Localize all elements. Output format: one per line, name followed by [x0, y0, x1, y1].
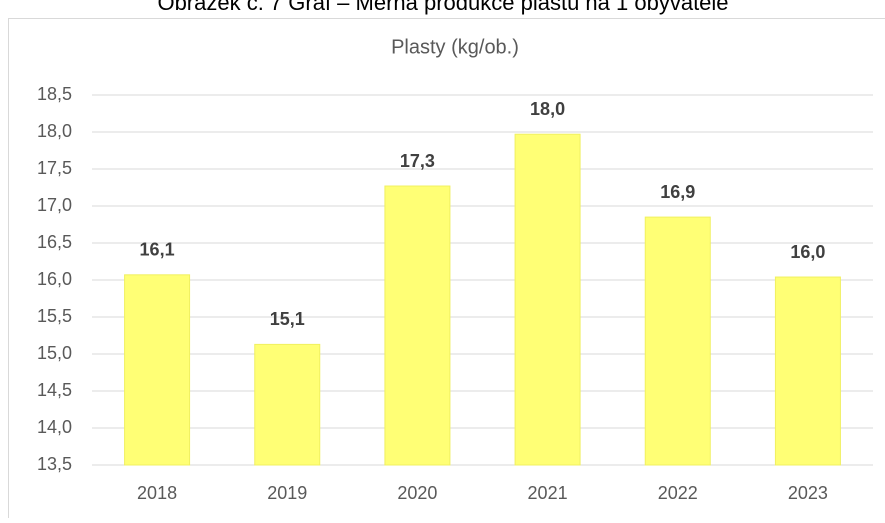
y-tick-label: 14,0 — [37, 417, 72, 437]
bar — [385, 186, 450, 465]
value-label: 16,9 — [660, 182, 695, 202]
value-label: 17,3 — [400, 151, 435, 171]
bar — [125, 275, 190, 465]
bar — [255, 344, 320, 465]
x-tick-label: 2023 — [788, 483, 828, 503]
y-tick-label: 13,5 — [37, 454, 72, 474]
x-tick-label: 2020 — [397, 483, 437, 503]
y-tick-label: 17,5 — [37, 158, 72, 178]
value-label: 16,0 — [790, 242, 825, 262]
bar — [775, 277, 840, 465]
y-tick-label: 16,0 — [37, 269, 72, 289]
y-tick-label: 17,0 — [37, 195, 72, 215]
chart-title: Plasty (kg/ob.) — [391, 36, 519, 58]
y-tick-label: 14,5 — [37, 380, 72, 400]
value-label: 15,1 — [270, 309, 305, 329]
x-tick-label: 2021 — [528, 483, 568, 503]
x-tick-label: 2019 — [267, 483, 307, 503]
x-tick-label: 2018 — [137, 483, 177, 503]
y-tick-label: 16,5 — [37, 232, 72, 252]
bar — [515, 134, 580, 465]
value-label: 16,1 — [140, 240, 175, 260]
x-tick-label: 2022 — [658, 483, 698, 503]
bar — [645, 217, 710, 465]
y-tick-label: 18,5 — [37, 84, 72, 104]
y-tick-label: 15,0 — [37, 343, 72, 363]
y-tick-label: 15,5 — [37, 306, 72, 326]
caption: Obrázek č. 7 Graf – Měrná produkce plast… — [157, 0, 728, 15]
value-label: 18,0 — [530, 99, 565, 119]
y-tick-label: 18,0 — [37, 121, 72, 141]
